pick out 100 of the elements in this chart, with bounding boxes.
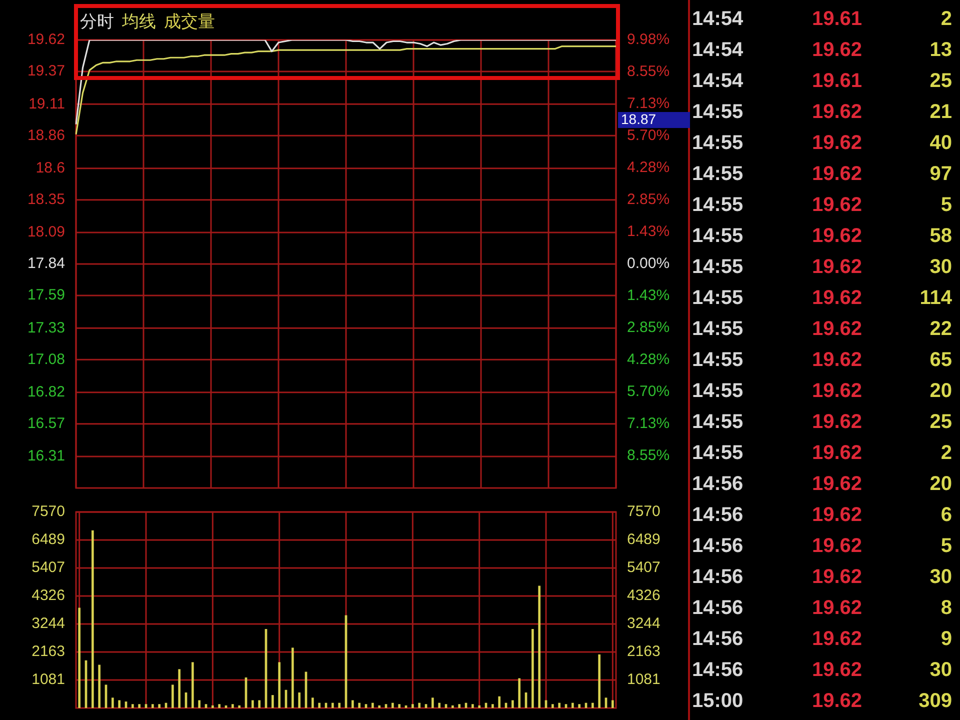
text: 14:55 xyxy=(692,224,744,249)
text: 15:00 xyxy=(692,689,744,714)
text: 19.62 xyxy=(810,255,864,280)
text: 14:56 xyxy=(692,658,744,683)
text: 19.62 xyxy=(810,410,864,435)
y-tick-label: 5407 xyxy=(32,559,65,576)
bar xyxy=(612,700,614,708)
bar xyxy=(558,702,560,708)
y-tick-label: 17.59 xyxy=(27,286,65,304)
text: 19.62 xyxy=(810,441,864,466)
y-tick-label: 18.6 xyxy=(36,160,65,176)
bar xyxy=(358,702,360,708)
y-tick-label: 19.37 xyxy=(27,62,65,80)
y2-tick-label: 5.70% xyxy=(627,127,670,144)
bar xyxy=(192,662,194,708)
text: 19.62 xyxy=(810,38,864,63)
bar xyxy=(532,629,534,708)
bar xyxy=(238,705,240,708)
bar xyxy=(552,704,554,708)
y2-tick-label: 2.85% xyxy=(627,319,670,336)
bar xyxy=(578,704,580,708)
text: 21 xyxy=(928,100,952,125)
bar xyxy=(432,698,434,708)
text: 14:55 xyxy=(692,348,744,373)
bar xyxy=(78,608,80,708)
text: 30 xyxy=(928,565,952,590)
bar xyxy=(472,704,474,708)
bar xyxy=(352,700,354,708)
bar xyxy=(572,702,574,708)
text: 9 xyxy=(940,627,952,652)
text: 14:55 xyxy=(692,131,744,156)
text: 14:54 xyxy=(692,7,744,32)
text: 13 xyxy=(928,38,952,63)
bar xyxy=(172,684,174,708)
y2-tick-label: 9.98% xyxy=(627,31,670,48)
text: 25 xyxy=(928,69,952,94)
bar xyxy=(158,704,160,708)
text: 14:55 xyxy=(692,410,744,435)
y-tick-label: 3244 xyxy=(32,615,65,632)
y-tick-label: 18.09 xyxy=(27,224,65,241)
bar xyxy=(178,669,180,708)
y2-tick-label: 7.13% xyxy=(627,415,670,432)
y-tick-label: 17.08 xyxy=(27,350,65,368)
bar xyxy=(478,705,480,708)
bar xyxy=(512,700,514,708)
y-tick-label: 6489 xyxy=(32,531,65,548)
y-tick-label: 18.86 xyxy=(27,126,65,144)
y-tick-label: 2163 xyxy=(32,643,65,660)
y-tick-label: 7570 xyxy=(32,503,65,520)
text: 14:55 xyxy=(692,441,744,466)
bar xyxy=(118,700,120,708)
y2-tick-label: 5407 xyxy=(627,559,660,576)
y2-tick-label: 0.00% xyxy=(627,255,670,272)
text: 14:55 xyxy=(692,255,744,280)
bar xyxy=(278,662,280,708)
text: 8 xyxy=(940,596,952,621)
bar xyxy=(272,695,274,708)
text: 19.62 xyxy=(810,503,864,528)
y2-tick-label: 1081 xyxy=(627,671,660,688)
text: 309 xyxy=(918,689,952,714)
text: 14:56 xyxy=(692,472,744,497)
text: 114 xyxy=(918,286,952,311)
bar xyxy=(332,702,334,708)
bar xyxy=(92,530,94,708)
y-tick-label: 16.31 xyxy=(27,448,65,465)
y-tick-label: 17.84 xyxy=(27,255,65,272)
y2-tick-label: 4.28% xyxy=(627,351,670,368)
text: 14:55 xyxy=(692,379,744,404)
bar xyxy=(98,664,100,708)
text: 14:56 xyxy=(692,503,744,528)
bar xyxy=(112,698,114,708)
text: 22 xyxy=(928,317,952,342)
bar xyxy=(152,704,154,708)
y-tick-label: 19.11 xyxy=(28,95,65,112)
bar xyxy=(378,705,380,708)
series-label: 均线 xyxy=(122,11,156,33)
bar xyxy=(518,678,520,708)
bar xyxy=(138,704,140,708)
bar xyxy=(392,702,394,708)
bar xyxy=(218,704,220,708)
y-tick-label: 16.82 xyxy=(27,384,65,400)
text: 14:55 xyxy=(692,317,744,342)
text: 19.62 xyxy=(810,131,864,156)
text: 19.62 xyxy=(810,162,864,187)
y-tick-label: 19.62 xyxy=(27,31,65,48)
text: 14:54 xyxy=(692,69,744,94)
bar xyxy=(412,704,414,708)
text: 14:55 xyxy=(692,162,744,187)
text: 14:56 xyxy=(692,596,744,621)
text: 25 xyxy=(928,410,952,435)
text: 19.62 xyxy=(810,658,864,683)
bar xyxy=(438,702,440,708)
text: 2 xyxy=(940,7,952,32)
text: 19.62 xyxy=(810,317,864,342)
text: 18.87 xyxy=(621,110,656,127)
y2-tick-label: 8.55% xyxy=(627,63,670,80)
y2-tick-label: 1.43% xyxy=(627,287,670,304)
text: 14:55 xyxy=(692,100,744,125)
text: 40 xyxy=(928,131,952,156)
text: 30 xyxy=(928,658,952,683)
